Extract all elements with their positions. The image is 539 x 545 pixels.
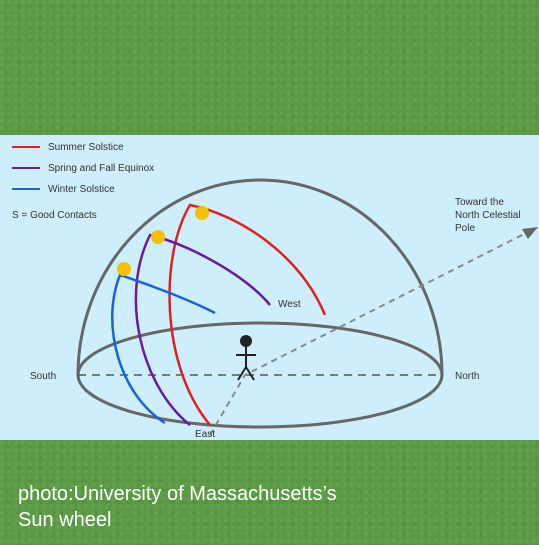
observer	[236, 335, 256, 381]
east-label: East	[195, 429, 215, 440]
dome	[76, 178, 444, 376]
caption: Sun wheel	[18, 509, 112, 531]
pole-label: North Celestial	[455, 210, 521, 221]
pole-label: Toward the	[455, 197, 504, 208]
caption: photo:University of Massachusetts’s	[18, 483, 337, 505]
winter-path	[111, 273, 216, 425]
arrowhead	[522, 227, 538, 239]
note: S = Good Contacts	[12, 210, 97, 221]
west-label: West	[278, 299, 301, 310]
north-label: North	[455, 371, 479, 382]
legend-label: Spring and Fall Equinox	[48, 163, 154, 174]
pole-label: Pole	[455, 223, 475, 234]
suns	[117, 206, 209, 276]
south-label: South	[30, 371, 56, 382]
summer-path	[168, 203, 327, 426]
sun-path-diagram: Summer Solstice Spring and Fall Equinox …	[0, 135, 539, 440]
legend-label: Summer Solstice	[48, 142, 124, 153]
diagram-background	[0, 135, 539, 440]
legend-label: Winter Solstice	[48, 184, 115, 195]
equinox-path	[134, 233, 271, 426]
pole-axis	[209, 230, 531, 436]
